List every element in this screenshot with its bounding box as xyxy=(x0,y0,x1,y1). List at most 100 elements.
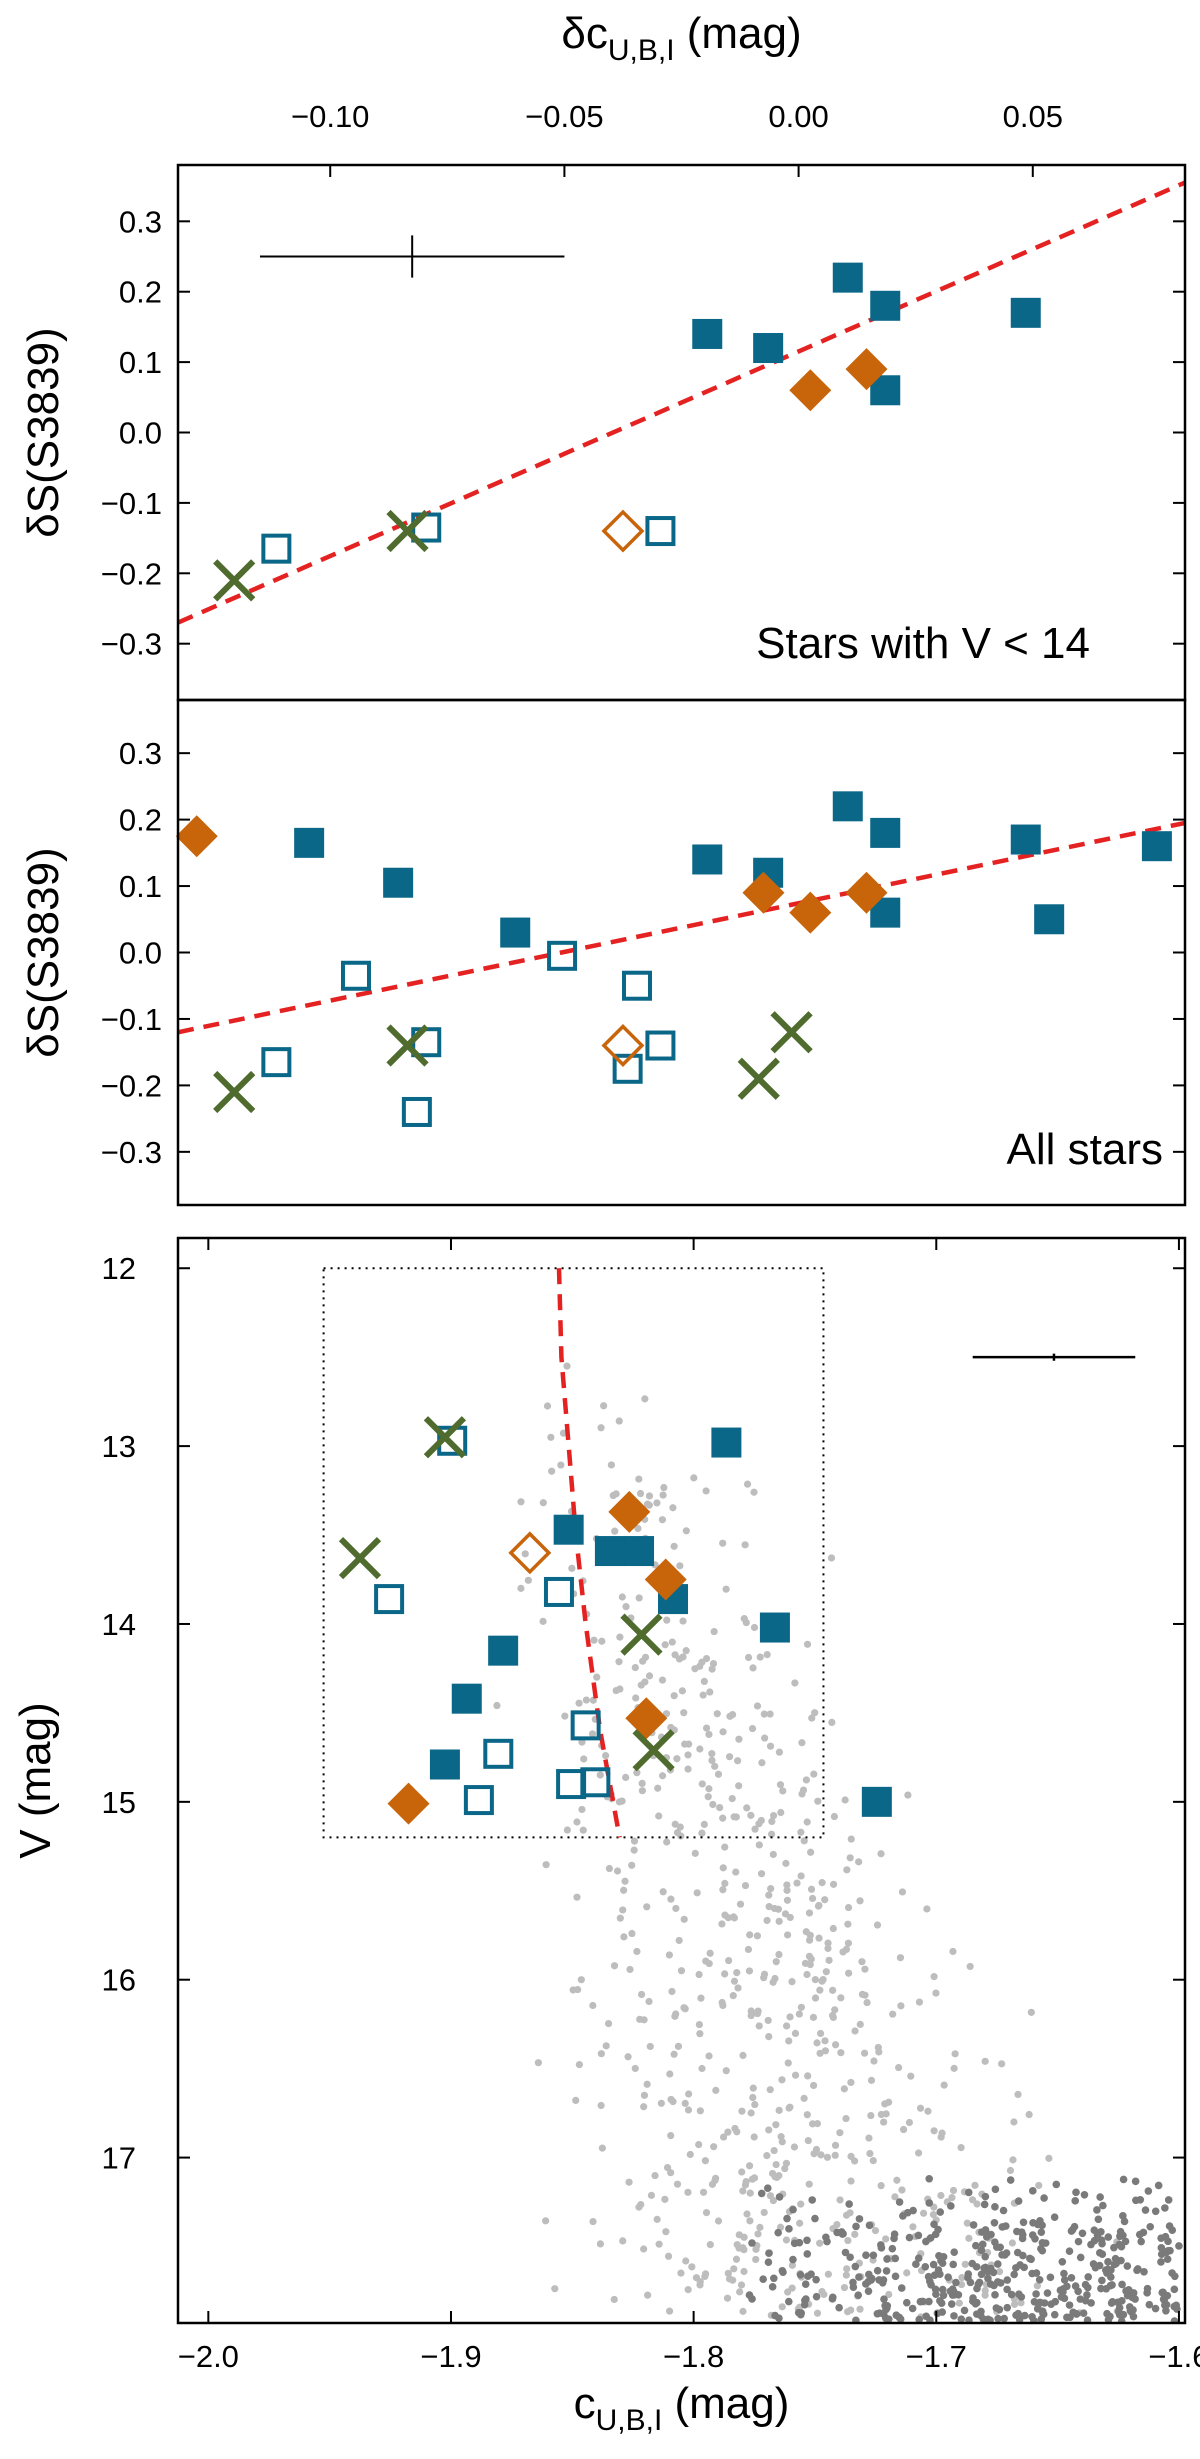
background-star xyxy=(704,1793,712,1801)
background-star xyxy=(672,2010,680,2018)
background-star-dark xyxy=(1084,2273,1093,2281)
background-star xyxy=(898,2186,906,2194)
background-star-dark xyxy=(908,2304,917,2313)
background-star xyxy=(684,1765,692,1773)
background-star xyxy=(829,1880,838,1888)
background-star xyxy=(658,1516,667,1524)
background-star-dark xyxy=(1006,2176,1015,2184)
background-star-dark xyxy=(1154,2181,1163,2190)
background-star-dark xyxy=(952,2278,960,2287)
background-star xyxy=(635,1594,643,1602)
background-star xyxy=(631,2064,639,2073)
background-star-dark xyxy=(748,2239,756,2247)
background-star xyxy=(829,1924,837,1933)
background-star xyxy=(638,1990,646,1999)
background-star xyxy=(563,1362,571,1370)
background-star xyxy=(932,1989,940,1997)
background-star-dark xyxy=(960,2306,969,2315)
background-star xyxy=(866,2149,874,2158)
background-star-dark xyxy=(905,2233,914,2242)
background-star xyxy=(811,1976,819,1984)
background-star xyxy=(691,1849,699,1857)
bottom-frame xyxy=(176,1236,1187,2325)
background-star xyxy=(547,1433,555,1441)
top-ytick-label-0: −0.3 xyxy=(101,627,162,662)
background-star xyxy=(748,1724,757,1733)
background-star xyxy=(753,1932,761,1940)
background-star xyxy=(625,2178,633,2186)
background-star xyxy=(772,2160,780,2169)
marker-cross-4-0 xyxy=(213,1070,256,1114)
background-star-dark xyxy=(922,2237,930,2246)
background-star-dark xyxy=(1076,2253,1085,2262)
background-star-dark xyxy=(1163,2255,1172,2263)
marker-square-open-1-5 xyxy=(463,1785,494,1816)
background-star xyxy=(837,2049,845,2057)
background-star-dark xyxy=(1078,2229,1087,2238)
background-star xyxy=(930,1973,938,1981)
background-star xyxy=(750,2174,759,2182)
background-star-dark xyxy=(925,2297,933,2306)
background-star xyxy=(740,2267,748,2276)
background-star xyxy=(615,1417,623,1425)
background-star xyxy=(568,1564,576,1572)
background-star xyxy=(923,1905,931,1913)
top-panel-label: Stars with V < 14 xyxy=(756,619,1090,668)
background-star-dark xyxy=(918,2297,927,2306)
background-star-dark xyxy=(1083,2291,1091,2299)
background-star-dark xyxy=(877,2244,886,2252)
background-star xyxy=(543,1402,552,1410)
background-star-dark xyxy=(1170,2285,1179,2294)
background-star-dark xyxy=(995,2305,1004,2314)
background-star xyxy=(772,2121,780,2129)
bottom-ytick-label-4: 16 xyxy=(102,1963,136,1998)
background-star-dark xyxy=(981,2192,990,2201)
background-star xyxy=(700,1677,708,1686)
background-star-dark xyxy=(981,2252,989,2261)
background-star xyxy=(856,1897,864,1905)
background-star xyxy=(800,1837,808,1845)
background-star-dark xyxy=(1030,2297,1039,2306)
background-star xyxy=(744,1653,753,1662)
background-star-dark xyxy=(1025,2254,1034,2263)
background-star xyxy=(682,2257,690,2265)
background-star xyxy=(754,2230,762,2238)
background-star xyxy=(722,2067,730,2075)
marker-diamond-filled-2-2 xyxy=(789,891,832,934)
background-star-dark xyxy=(991,2203,999,2211)
background-star-dark xyxy=(759,2275,767,2283)
background-star-dark xyxy=(969,2294,977,2302)
background-star xyxy=(580,1755,588,1763)
selection-box xyxy=(322,1267,825,1839)
background-star xyxy=(753,2009,762,2018)
background-star-dark xyxy=(891,2272,900,2281)
marker-square-filled-0-8 xyxy=(1010,824,1041,855)
background-star xyxy=(655,2240,663,2248)
background-star-dark xyxy=(1040,2194,1048,2202)
background-star xyxy=(737,2281,746,2289)
background-star-dark xyxy=(1144,2187,1153,2195)
background-star-dark xyxy=(846,2253,854,2262)
background-star-dark xyxy=(1158,2288,1167,2297)
background-star-dark xyxy=(783,2214,791,2223)
marker-diamond-filled-2-1 xyxy=(644,1558,687,1601)
background-star xyxy=(907,2072,915,2080)
background-star xyxy=(572,2096,580,2105)
background-star xyxy=(893,2176,901,2184)
background-star xyxy=(750,1623,759,1632)
background-star xyxy=(797,2003,805,2011)
background-star xyxy=(981,2057,989,2065)
background-star xyxy=(798,1739,806,1747)
middle-ytick-label-0: −0.3 xyxy=(101,1135,162,1170)
background-star xyxy=(640,2245,648,2253)
background-star-dark xyxy=(1083,2316,1092,2323)
background-star xyxy=(660,1483,668,1492)
background-star xyxy=(724,2128,732,2136)
background-star-dark xyxy=(1080,2191,1089,2199)
background-star xyxy=(674,2042,683,2050)
background-star-dark xyxy=(944,2273,952,2282)
top-xtick-label-1: −0.05 xyxy=(525,99,603,134)
background-star xyxy=(659,1888,667,1896)
background-star xyxy=(790,2143,799,2151)
background-star xyxy=(891,2193,899,2201)
